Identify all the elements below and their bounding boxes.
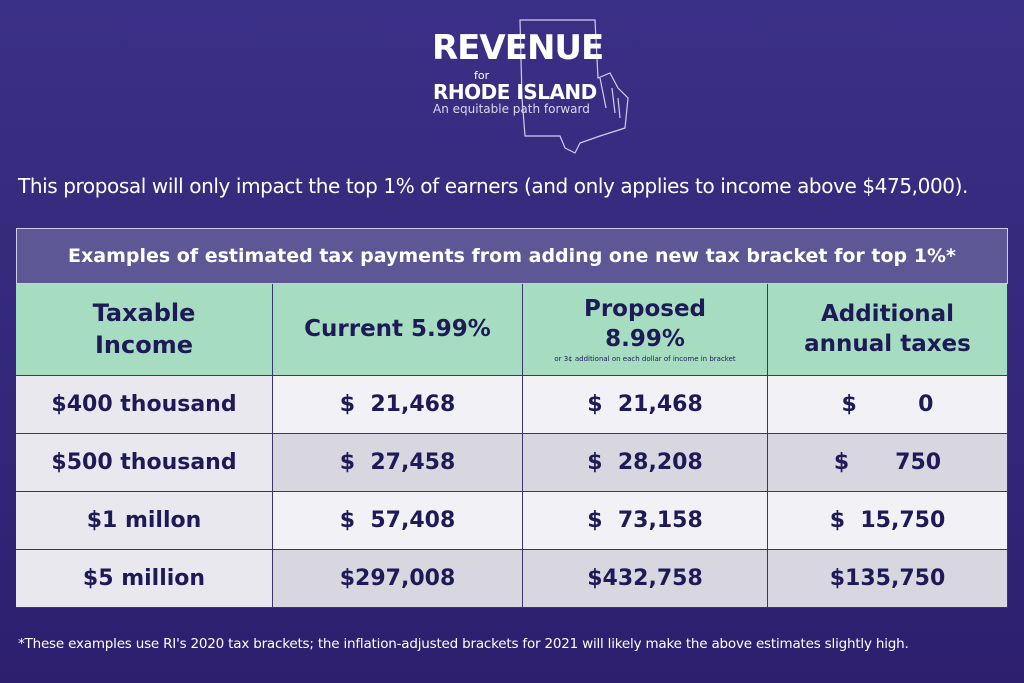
row-label: $1 millon	[16, 492, 273, 550]
logo-state: RHODE ISLAND	[433, 80, 597, 104]
logo-tagline: An equitable path forward	[433, 102, 590, 116]
table-title: Examples of estimated tax payments from …	[16, 228, 1008, 284]
header-text: Additional annual taxes	[804, 300, 971, 357]
column-header: Additional annual taxes	[768, 284, 1008, 376]
table: Examples of estimated tax payments from …	[16, 228, 1008, 608]
amount-cell: $ 750	[768, 434, 1008, 492]
header-note: or 3¢ additional on each dollar of incom…	[554, 354, 736, 363]
amount-cell: $ 15,750	[768, 492, 1008, 550]
header-text: Proposed 8.99%	[583, 296, 707, 352]
row-label: $400 thousand	[16, 376, 273, 434]
column-header: Taxable Income	[16, 284, 273, 376]
logo-for: for	[474, 69, 490, 82]
amount-cell: $ 28,208	[523, 434, 768, 492]
logo-title: REVENUE	[432, 28, 604, 68]
amount-cell: $ 21,468	[523, 376, 768, 434]
header-text: Current 5.99%	[304, 315, 491, 342]
amount-cell: $ 21,468	[273, 376, 523, 434]
amount-cell: $297,008	[273, 550, 523, 608]
intro-text: This proposal will only impact the top 1…	[18, 174, 968, 198]
amount-cell: $ 27,458	[273, 434, 523, 492]
amount-cell: $135,750	[768, 550, 1008, 608]
amount-cell: $ 0	[768, 376, 1008, 434]
column-header: Proposed 8.99% or 3¢ additional on each d…	[523, 284, 768, 376]
column-header: Current 5.99%	[273, 284, 523, 376]
state-map	[519, 19, 629, 154]
header-text: Taxable Income	[92, 299, 196, 359]
amount-cell: $ 73,158	[523, 492, 768, 550]
amount-cell: $ 57,408	[273, 492, 523, 550]
amount-cell: $432,758	[523, 550, 768, 608]
footnote: *These examples use RI's 2020 tax bracke…	[18, 636, 909, 652]
row-label: $500 thousand	[16, 434, 273, 492]
row-label: $5 million	[16, 550, 273, 608]
